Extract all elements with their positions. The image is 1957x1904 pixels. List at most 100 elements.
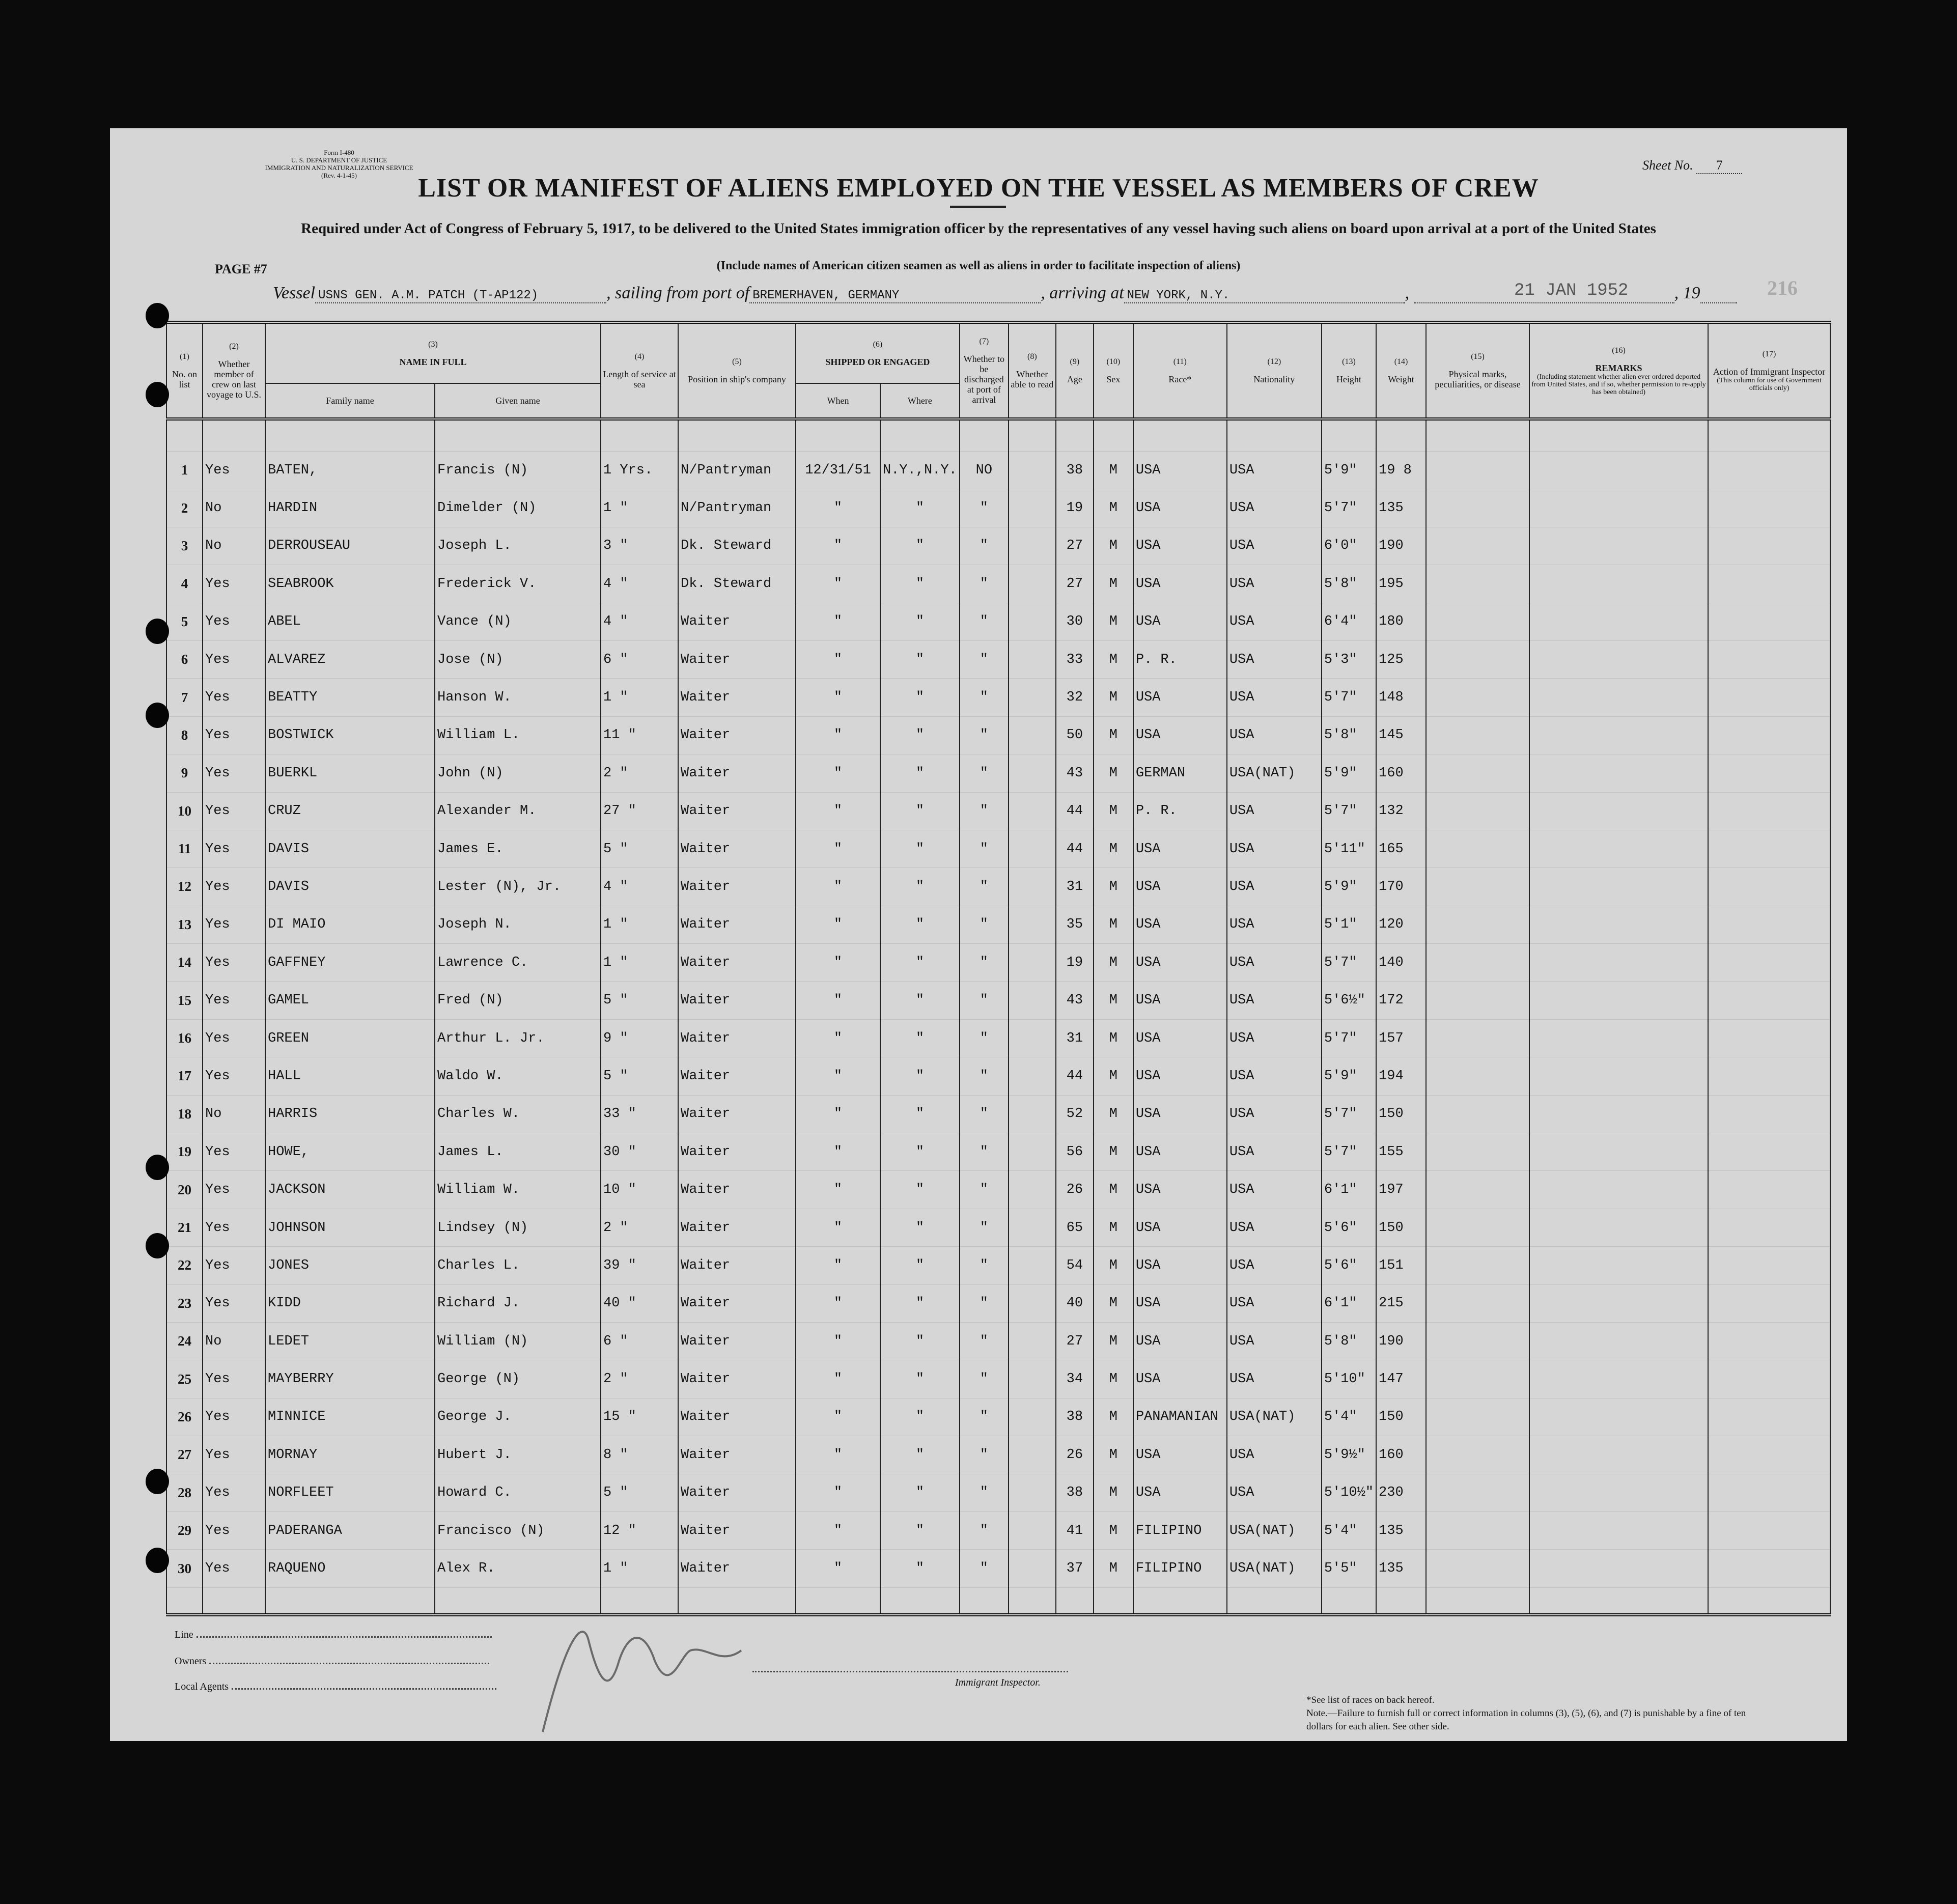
cell-empty: [1008, 451, 1056, 490]
cell-where: ": [880, 1209, 960, 1247]
cell-race: USA: [1132, 867, 1227, 906]
cell-sex: M: [1093, 1322, 1134, 1361]
cell-no: 29: [166, 1511, 203, 1550]
table-row: 8 Yes BOSTWICK William L. 11 " Waiter " " " 50 M US…: [166, 716, 1831, 755]
cell-discharged: ": [959, 565, 1009, 603]
cell-height: 5'8": [1321, 565, 1377, 603]
cell-empty: [1708, 678, 1831, 717]
header-race: (11) Race*: [1132, 321, 1227, 419]
cell-family: MINNICE: [265, 1398, 435, 1437]
cell-discharged: ": [959, 1057, 1009, 1096]
header-discharged: (7) Whether to be discharged at port of a…: [959, 321, 1009, 419]
cell-length: 33 ": [600, 1095, 679, 1134]
cell-race: USA: [1132, 1474, 1227, 1512]
cell-nationality: USA: [1226, 640, 1322, 679]
cell-weight: 194: [1376, 1057, 1427, 1096]
cell-empty: [1008, 527, 1056, 566]
title-rule: [950, 206, 1006, 208]
cell-weight: 148: [1376, 678, 1427, 717]
cell-empty: [1708, 792, 1831, 830]
cell-length: 11 ": [600, 716, 679, 755]
cell-no: 10: [166, 792, 203, 830]
cell-age: 35: [1055, 906, 1094, 944]
cell-family: BOSTWICK: [265, 716, 435, 755]
cell-discharged: ": [959, 603, 1009, 641]
cell-discharged: ": [959, 792, 1009, 830]
cell-sex: M: [1093, 1284, 1134, 1323]
cell-empty: [1708, 906, 1831, 944]
cell-given: Lester (N), Jr.: [434, 867, 601, 906]
cell-last: Yes: [202, 1019, 266, 1058]
cell-empty: [1425, 867, 1530, 906]
cell-height: 5'7": [1321, 1019, 1377, 1058]
cell-length: 39 ": [600, 1246, 679, 1285]
cell-discharged: ": [959, 1360, 1009, 1398]
cell-empty: [1529, 1019, 1709, 1058]
manifest-sheet: Form I-480 U. S. DEPARTMENT OF JUSTICE I…: [110, 128, 1847, 1741]
cell-empty: [1425, 1436, 1530, 1474]
cell-position: Dk. Steward: [678, 565, 796, 603]
revision: (Rev. 4-1-45): [321, 172, 357, 179]
cell-last: Yes: [202, 565, 266, 603]
cell-empty: [1529, 1057, 1709, 1096]
cell-nationality: USA: [1226, 1170, 1322, 1209]
cell-position: Waiter: [678, 603, 796, 641]
cell-sex: M: [1093, 1436, 1134, 1474]
cell-position: Waiter: [678, 981, 796, 1020]
cell-nationality: USA: [1226, 1360, 1322, 1398]
cell-empty: [1008, 1019, 1056, 1058]
cell-height: 5'8": [1321, 1322, 1377, 1361]
punch-hole: [146, 303, 169, 328]
cell-when: ": [795, 527, 881, 566]
cell-last: No: [202, 489, 266, 527]
cell-discharged: ": [959, 906, 1009, 944]
cell-length: 1 ": [600, 1549, 679, 1588]
cell-age: 26: [1055, 1436, 1094, 1474]
cell-empty: [1529, 1474, 1709, 1512]
cell-race: USA: [1132, 1170, 1227, 1209]
cell-height: 5'7": [1321, 943, 1377, 982]
cell-where: ": [880, 716, 960, 755]
cell-no: 12: [166, 867, 203, 906]
cell-empty: [1425, 640, 1530, 679]
cell-empty: [1529, 1209, 1709, 1247]
cell-empty: [1008, 830, 1056, 869]
cell-no: 22: [166, 1246, 203, 1285]
cell-empty: [1529, 1170, 1709, 1209]
cell-no: 23: [166, 1284, 203, 1323]
table-row: 4 Yes SEABROOK Frederick V. 4 " Dk. Steward " "…: [166, 565, 1831, 603]
cell-sex: M: [1093, 943, 1134, 982]
cell-empty: [1708, 1019, 1831, 1058]
cell-weight: 150: [1376, 1095, 1427, 1134]
cell-empty: [1708, 1474, 1831, 1512]
cell-sex: M: [1093, 906, 1134, 944]
cell-nationality: USA(NAT): [1226, 1398, 1322, 1437]
cell-last: Yes: [202, 1057, 266, 1096]
cell-discharged: ": [959, 1398, 1009, 1437]
cell-when: ": [795, 1474, 881, 1512]
inspector-signature-line: [752, 1671, 1068, 1672]
cell-family: GAFFNEY: [265, 943, 435, 982]
cell-empty: [1008, 678, 1056, 717]
cell-no: 4: [166, 565, 203, 603]
cell-where: ": [880, 565, 960, 603]
cell-family: JOHNSON: [265, 1209, 435, 1247]
cell-empty: [1708, 1549, 1831, 1588]
cell-family: HOWE,: [265, 1133, 435, 1171]
cell-position: N/Pantryman: [678, 489, 796, 527]
cell-length: 12 ": [600, 1511, 679, 1550]
cell-height: 5'9": [1321, 451, 1377, 490]
cell-given: Joseph N.: [434, 906, 601, 944]
cell-nationality: USA: [1226, 1057, 1322, 1096]
cell-position: Waiter: [678, 1246, 796, 1285]
cell-where: ": [880, 1436, 960, 1474]
cell-race: FILIPINO: [1132, 1511, 1227, 1550]
cell-given: Francisco (N): [434, 1511, 601, 1550]
cell-age: 41: [1055, 1511, 1094, 1550]
cell-nationality: USA: [1226, 603, 1322, 641]
cell-given: George J.: [434, 1398, 601, 1437]
cell-age: 44: [1055, 1057, 1094, 1096]
cell-length: 10 ": [600, 1170, 679, 1209]
cell-when: ": [795, 1170, 881, 1209]
cell-sex: M: [1093, 640, 1134, 679]
